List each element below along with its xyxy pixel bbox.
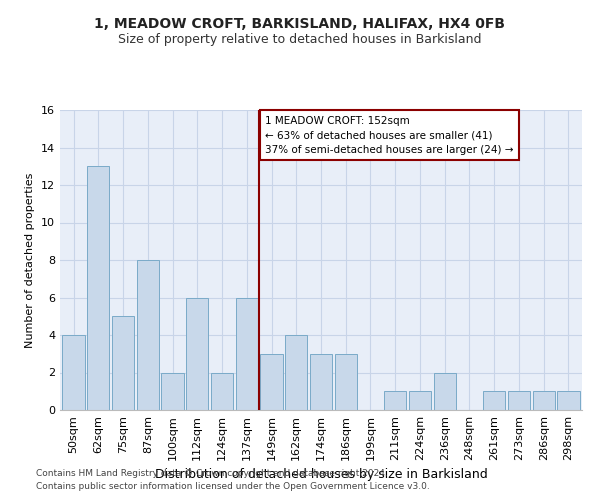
Bar	[483, 391, 505, 410]
Bar	[62, 335, 85, 410]
Bar	[508, 391, 530, 410]
Bar	[112, 316, 134, 410]
Bar	[87, 166, 109, 410]
Bar	[260, 354, 283, 410]
Bar	[236, 298, 258, 410]
Text: Contains public sector information licensed under the Open Government Licence v3: Contains public sector information licen…	[36, 482, 430, 491]
Bar	[310, 354, 332, 410]
Bar	[434, 372, 456, 410]
Bar	[533, 391, 555, 410]
Text: 1, MEADOW CROFT, BARKISLAND, HALIFAX, HX4 0FB: 1, MEADOW CROFT, BARKISLAND, HALIFAX, HX…	[95, 18, 505, 32]
Y-axis label: Number of detached properties: Number of detached properties	[25, 172, 35, 348]
Bar	[211, 372, 233, 410]
Bar	[285, 335, 307, 410]
Bar	[557, 391, 580, 410]
Text: 1 MEADOW CROFT: 152sqm
← 63% of detached houses are smaller (41)
37% of semi-det: 1 MEADOW CROFT: 152sqm ← 63% of detached…	[265, 116, 514, 155]
X-axis label: Distribution of detached houses by size in Barkisland: Distribution of detached houses by size …	[155, 468, 487, 481]
Text: Contains HM Land Registry data © Crown copyright and database right 2024.: Contains HM Land Registry data © Crown c…	[36, 468, 388, 477]
Bar	[335, 354, 357, 410]
Bar	[186, 298, 208, 410]
Text: Size of property relative to detached houses in Barkisland: Size of property relative to detached ho…	[118, 32, 482, 46]
Bar	[161, 372, 184, 410]
Bar	[384, 391, 406, 410]
Bar	[137, 260, 159, 410]
Bar	[409, 391, 431, 410]
